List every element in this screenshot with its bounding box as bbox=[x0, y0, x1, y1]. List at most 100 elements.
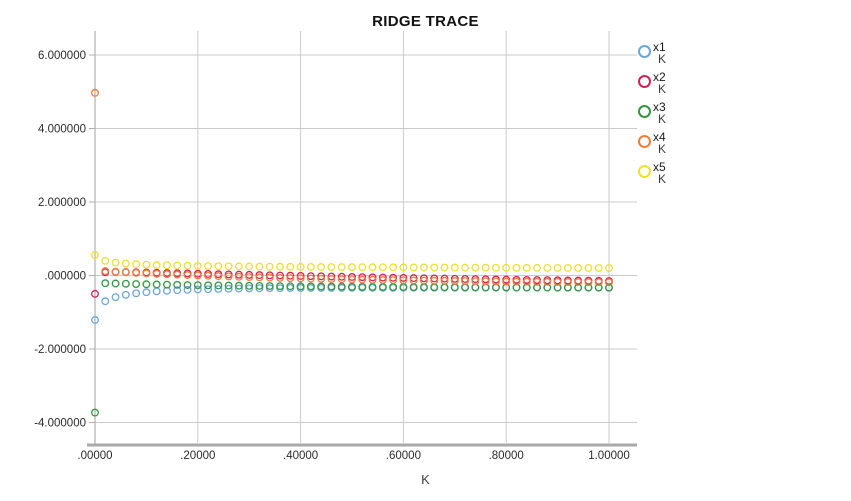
legend-label-x4: x4 bbox=[653, 130, 666, 144]
data-point-x5 bbox=[193, 261, 202, 270]
data-point-x5 bbox=[512, 263, 521, 272]
data-point-x1 bbox=[121, 290, 130, 299]
data-point-x1 bbox=[173, 286, 182, 295]
data-point-x5 bbox=[317, 263, 326, 271]
legend-item-x3: x3 K bbox=[636, 96, 836, 126]
y-tick-label: -2.000000 bbox=[34, 344, 86, 356]
data-point-x4 bbox=[502, 277, 511, 286]
data-point-x4 bbox=[296, 274, 305, 283]
data-point-x3 bbox=[594, 283, 603, 292]
legend-label-x3: x3 bbox=[653, 100, 666, 114]
x-axis-title: K bbox=[421, 472, 430, 487]
data-point-x3 bbox=[286, 282, 295, 291]
chart-title: RIDGE TRACE bbox=[372, 13, 479, 30]
data-point-x5 bbox=[574, 264, 583, 272]
data-point-x5 bbox=[245, 262, 254, 271]
data-point-x4 bbox=[399, 276, 408, 285]
y-tick-label: 6.000000 bbox=[38, 50, 86, 62]
data-point-x5 bbox=[163, 261, 171, 270]
y-tick-label: .000000 bbox=[44, 271, 86, 283]
data-point-x1 bbox=[214, 285, 223, 293]
data-point-x1 bbox=[193, 285, 202, 294]
legend-marker-x1-icon bbox=[638, 45, 651, 58]
data-point-x5 bbox=[563, 264, 572, 272]
data-point-x2 bbox=[368, 273, 377, 282]
data-point-x4 bbox=[142, 269, 151, 278]
data-point-x4 bbox=[234, 272, 243, 281]
x-tick-label: .40000 bbox=[283, 450, 318, 462]
data-point-x4 bbox=[337, 275, 346, 284]
data-point-x5 bbox=[553, 263, 562, 272]
data-point-x3 bbox=[173, 280, 182, 289]
data-point-x1 bbox=[183, 285, 192, 294]
data-point-x5 bbox=[183, 261, 192, 270]
data-point-x3 bbox=[183, 281, 192, 289]
data-point-x5 bbox=[101, 256, 110, 265]
data-point-x5 bbox=[420, 263, 428, 272]
data-point-x2 bbox=[409, 274, 418, 283]
data-point-x4 bbox=[512, 277, 521, 286]
data-point-x5 bbox=[337, 263, 346, 272]
data-point-x2 bbox=[276, 271, 284, 280]
data-point-x4 bbox=[265, 273, 274, 282]
data-point-x3 bbox=[348, 282, 356, 291]
data-point-x2 bbox=[378, 273, 387, 282]
data-point-x5 bbox=[296, 262, 305, 271]
data-point-x4 bbox=[255, 273, 264, 282]
data-point-x2 bbox=[327, 272, 336, 281]
data-point-x2 bbox=[399, 273, 408, 282]
data-point-x5 bbox=[214, 262, 223, 271]
data-point-x4 bbox=[152, 269, 161, 278]
data-point-x4 bbox=[430, 276, 439, 285]
data-point-x4 bbox=[461, 277, 470, 286]
data-point-x4 bbox=[327, 275, 336, 283]
data-point-x4 bbox=[121, 268, 130, 277]
data-point-x3 bbox=[563, 283, 572, 292]
data-point-x1 bbox=[234, 284, 243, 293]
data-point-x3 bbox=[245, 281, 254, 290]
data-point-x1 bbox=[142, 288, 151, 297]
data-point-x5 bbox=[471, 263, 480, 272]
data-point-x2 bbox=[91, 289, 99, 298]
data-point-x5 bbox=[502, 263, 511, 272]
data-point-x3 bbox=[584, 283, 593, 292]
data-point-x4 bbox=[378, 276, 387, 284]
data-point-x5 bbox=[265, 262, 274, 271]
data-point-x4 bbox=[491, 277, 500, 286]
data-point-x5 bbox=[358, 263, 367, 272]
legend-marker-x2-icon bbox=[638, 75, 651, 88]
data-point-x4 bbox=[543, 277, 552, 286]
data-point-x4 bbox=[245, 273, 254, 281]
data-point-x5 bbox=[255, 262, 264, 271]
x-tick-label: 1.00000 bbox=[588, 450, 630, 462]
data-point-x4 bbox=[224, 272, 233, 281]
data-point-x3 bbox=[255, 281, 264, 290]
x-tick-label: .80000 bbox=[489, 450, 524, 462]
legend-label-x2: x2 bbox=[653, 70, 666, 84]
data-point-x1 bbox=[91, 316, 99, 324]
data-point-x4 bbox=[553, 277, 562, 286]
data-point-x3 bbox=[502, 283, 511, 292]
data-point-x4 bbox=[163, 270, 171, 279]
data-point-x3 bbox=[543, 283, 552, 292]
data-point-x4 bbox=[481, 277, 490, 286]
legend-sublabel-x2: K bbox=[658, 82, 667, 96]
data-point-x5 bbox=[132, 260, 141, 269]
data-point-x2 bbox=[358, 273, 367, 282]
data-point-x2 bbox=[348, 273, 356, 281]
data-point-x1 bbox=[224, 284, 233, 293]
data-point-x5 bbox=[594, 264, 603, 272]
data-point-x3 bbox=[163, 280, 171, 289]
data-point-x4 bbox=[368, 275, 377, 284]
data-point-x3 bbox=[553, 283, 562, 292]
data-point-x4 bbox=[584, 278, 593, 287]
legend-label-x1: x1 bbox=[653, 40, 666, 54]
data-point-x5 bbox=[348, 263, 356, 272]
data-point-x4 bbox=[348, 275, 356, 284]
data-point-x3 bbox=[337, 282, 346, 291]
legend-marker-x5-icon bbox=[638, 165, 651, 178]
data-point-x2 bbox=[255, 271, 264, 280]
data-point-x4 bbox=[420, 276, 428, 285]
